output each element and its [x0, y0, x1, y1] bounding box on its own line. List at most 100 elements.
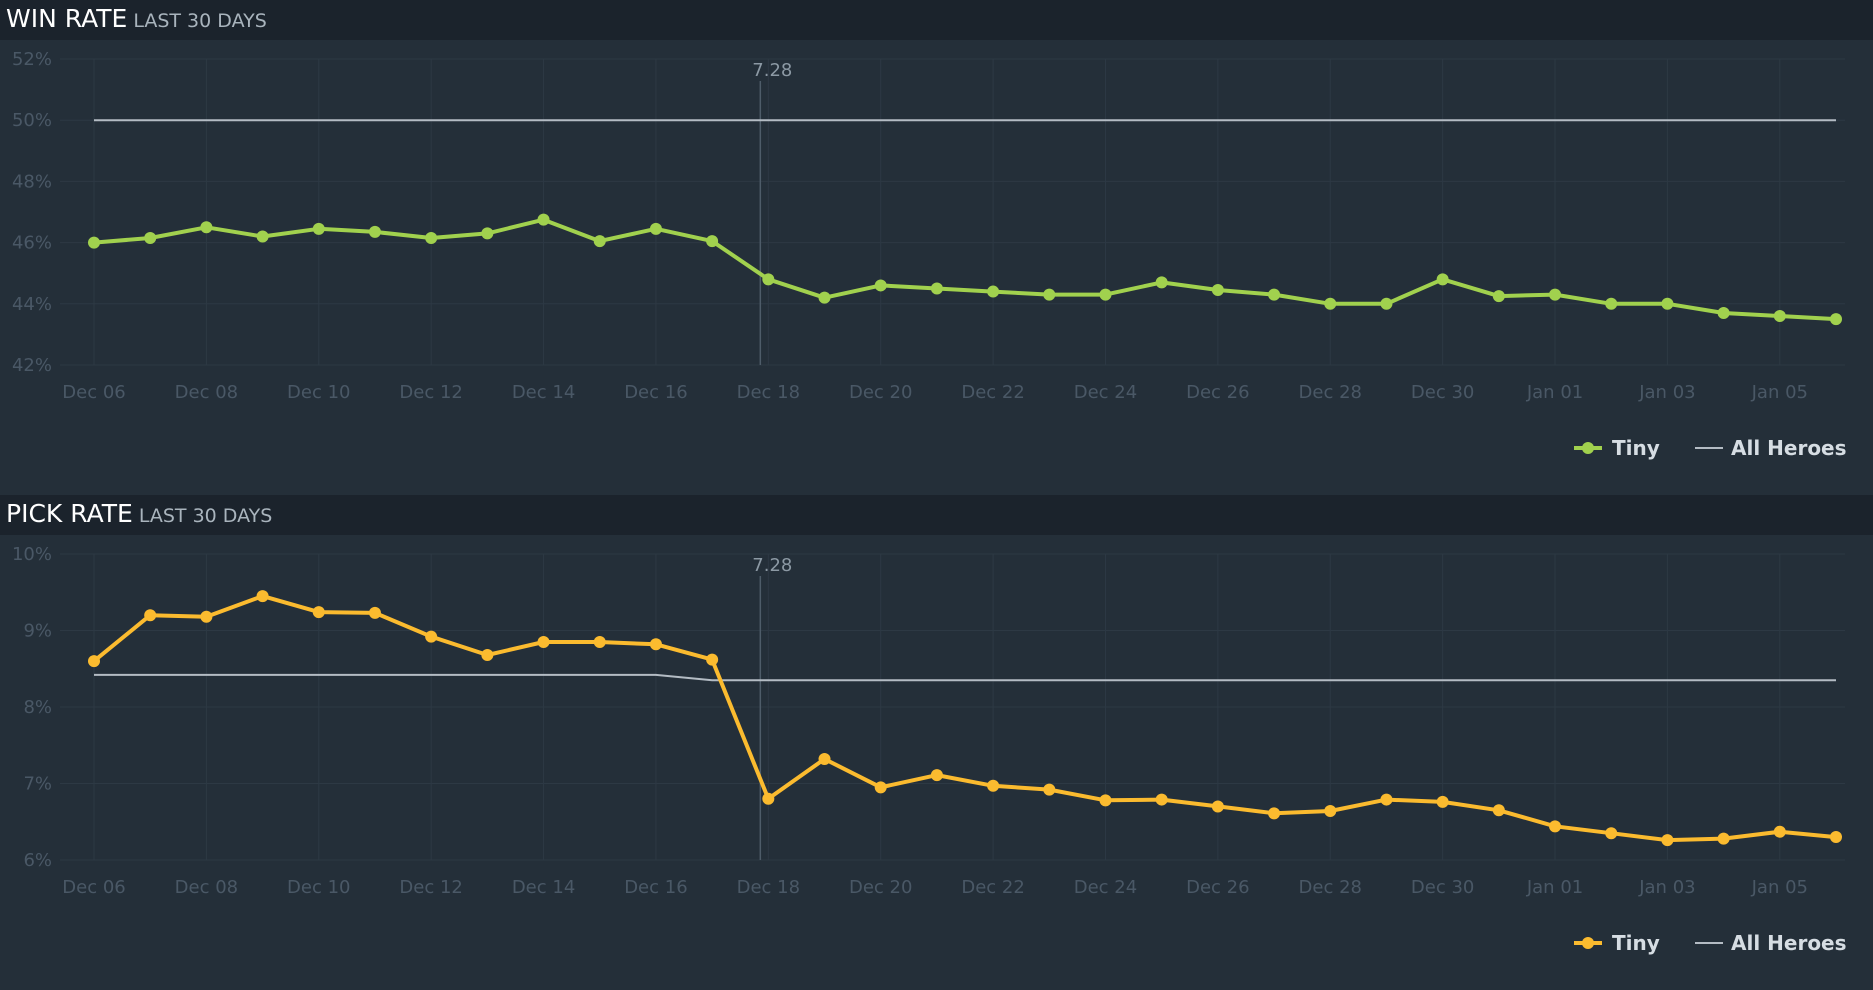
tiny-data-point: [1380, 793, 1393, 806]
y-tick-label: 44%: [12, 294, 52, 315]
all-heroes-series-line: [94, 673, 1836, 682]
tiny-data-point: [1155, 276, 1168, 289]
tiny-data-point: [649, 222, 662, 235]
tiny-data-point: [1268, 807, 1281, 820]
y-tick-label: 9%: [23, 621, 52, 642]
legend-all-heroes-label: All Heroes: [1731, 436, 1847, 460]
pick-rate-chart: 10% 9% 8% 7% 6% Dec 06 Dec 08 Dec 10 Dec 12 Dec 1…: [12, 544, 1847, 955]
chart-legend: Tiny All Heroes: [1574, 436, 1847, 460]
tiny-data-point: [1661, 834, 1674, 847]
tiny-data-point: [1099, 794, 1112, 807]
legend-all-heroes-label: All Heroes: [1731, 931, 1847, 955]
tiny-data-point: [1155, 793, 1168, 806]
y-tick-label: 50%: [12, 110, 52, 131]
x-tick-label: Jan 05: [1751, 382, 1808, 403]
x-tick-label: Dec 06: [62, 877, 125, 898]
legend-tiny-marker: [1582, 442, 1594, 454]
legend-tiny-marker: [1582, 937, 1594, 949]
tiny-data-point: [930, 769, 943, 782]
tiny-data-point: [762, 792, 775, 805]
tiny-series-line: [92, 594, 1837, 843]
x-tick-label: Dec 26: [1186, 877, 1249, 898]
tiny-data-point: [1605, 297, 1618, 310]
x-tick-label: Dec 18: [737, 877, 800, 898]
x-tick-label: Dec 14: [512, 382, 575, 403]
x-tick-label: Jan 05: [1751, 877, 1808, 898]
legend-tiny-label: Tiny: [1612, 931, 1660, 955]
tiny-data-point: [481, 227, 494, 240]
tiny-data-point: [1830, 313, 1842, 326]
win-rate-panel: WIN RATE LAST 30 DAYS 52% 50% 48% 46% 44% 42% D…: [0, 0, 1873, 460]
tiny-data-point: [930, 282, 943, 295]
tiny-data-point: [593, 235, 606, 248]
tiny-data-point: [200, 610, 213, 623]
tiny-data-point: [200, 221, 213, 234]
y-tick-label: 48%: [12, 171, 52, 192]
tiny-data-point: [1605, 827, 1618, 840]
x-tick-label: Jan 03: [1638, 382, 1695, 403]
tiny-data-point: [425, 232, 438, 245]
x-tick-label: Dec 16: [624, 382, 687, 403]
tiny-data-point: [1043, 288, 1056, 301]
tiny-data-point: [706, 235, 719, 248]
tiny-data-point: [1436, 273, 1449, 286]
tiny-data-point: [88, 655, 100, 668]
chart-legend: Tiny All Heroes: [1574, 931, 1847, 955]
x-tick-label: Dec 28: [1299, 877, 1362, 898]
tiny-data-point: [1830, 831, 1842, 844]
x-tick-label: Dec 12: [399, 877, 462, 898]
tiny-data-point: [1043, 783, 1056, 796]
tiny-series-line: [93, 217, 1837, 322]
tiny-data-point: [1211, 800, 1224, 813]
tiny-data-point: [1549, 288, 1562, 301]
tiny-data-point: [649, 638, 662, 651]
y-tick-label: 8%: [23, 697, 52, 718]
tiny-data-point: [1324, 297, 1337, 310]
tiny-data-point: [144, 232, 157, 245]
x-tick-label: Dec 18: [737, 382, 800, 403]
tiny-data-point: [818, 291, 831, 304]
x-tick-label: Dec 14: [512, 877, 575, 898]
tiny-data-point: [1099, 288, 1112, 301]
x-tick-label: Dec 20: [849, 877, 912, 898]
tiny-data-point: [1773, 825, 1786, 838]
x-tick-label: Dec 26: [1186, 382, 1249, 403]
x-tick-label: Dec 24: [1074, 382, 1137, 403]
tiny-data-point: [537, 635, 550, 648]
x-tick-label: Dec 16: [624, 877, 687, 898]
x-tick-label: Dec 10: [287, 382, 350, 403]
x-tick-label: Dec 30: [1411, 877, 1474, 898]
tiny-data-point: [874, 781, 887, 794]
y-tick-label: 6%: [23, 850, 52, 871]
x-tick-label: Jan 01: [1526, 877, 1583, 898]
tiny-data-point: [706, 653, 719, 666]
tiny-data-point: [1268, 288, 1281, 301]
tiny-data-point: [818, 753, 831, 766]
win-rate-chart: 52% 50% 48% 46% 44% 42% Dec 06 Dec 08 Dec 10 Dec …: [12, 49, 1847, 460]
tiny-data-point: [256, 590, 269, 603]
pick-rate-header: PICK RATE LAST 30 DAYS: [0, 495, 1873, 535]
y-tick-label: 7%: [23, 774, 52, 795]
tiny-data-point: [987, 285, 1000, 298]
tiny-data-point: [1492, 290, 1505, 303]
tiny-data-point: [1549, 820, 1562, 833]
tiny-data-point: [1717, 306, 1730, 319]
tiny-data-point: [88, 236, 100, 249]
x-tick-label: Dec 22: [961, 382, 1024, 403]
tiny-data-point: [987, 779, 1000, 792]
tiny-data-point: [368, 606, 381, 619]
win-rate-title: WIN RATE LAST 30 DAYS: [6, 4, 267, 33]
tiny-data-point: [762, 273, 775, 286]
tiny-data-point: [425, 630, 438, 643]
tiny-data-point: [256, 230, 269, 243]
legend-tiny-label: Tiny: [1612, 436, 1660, 460]
patch-marker-label: 7.28: [752, 555, 792, 576]
y-tick-label: 42%: [12, 355, 52, 376]
x-tick-label: Dec 08: [175, 382, 238, 403]
x-tick-label: Jan 03: [1638, 877, 1695, 898]
x-tick-label: Dec 20: [849, 382, 912, 403]
tiny-data-point: [1773, 310, 1786, 323]
tiny-data-point: [368, 225, 381, 238]
tiny-data-point: [1661, 297, 1674, 310]
x-tick-label: Jan 01: [1526, 382, 1583, 403]
